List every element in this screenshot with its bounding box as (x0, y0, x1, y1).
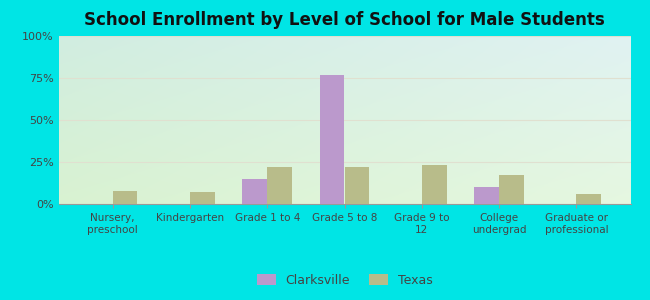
Title: School Enrollment by Level of School for Male Students: School Enrollment by Level of School for… (84, 11, 605, 29)
Bar (474, 187, 499, 204)
Bar (112, 190, 137, 204)
Bar (422, 165, 447, 204)
Bar (320, 75, 345, 204)
Bar (190, 192, 214, 204)
Bar (242, 179, 267, 204)
Legend: Clarksville, Texas: Clarksville, Texas (257, 274, 432, 287)
Bar (499, 176, 524, 204)
Bar (577, 194, 601, 204)
Bar (344, 167, 369, 204)
Bar (267, 167, 292, 204)
